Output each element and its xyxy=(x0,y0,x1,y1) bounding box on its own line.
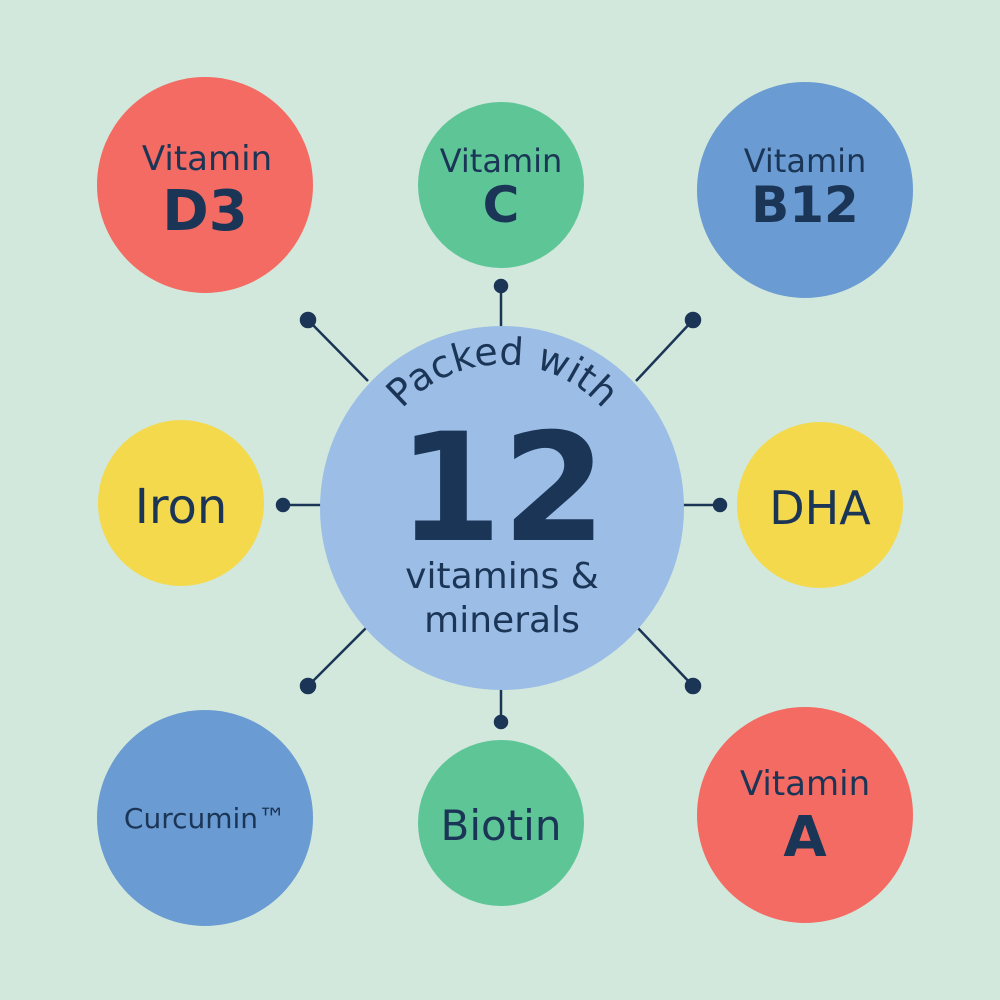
connector-line xyxy=(635,319,694,382)
nutrient-vitamin-d3: Vitamin D3 xyxy=(97,77,313,293)
connector-dot xyxy=(275,497,291,513)
nutrient-circle xyxy=(418,740,584,906)
nutrient-label: Vitamin xyxy=(740,764,870,804)
nutrient-vitamin-c: Vitamin C xyxy=(418,102,584,268)
connector-dot xyxy=(299,311,317,329)
connector-line xyxy=(635,625,694,687)
nutrient-circle xyxy=(418,102,584,268)
nutrient-circle xyxy=(697,707,913,923)
connector-dot xyxy=(299,677,317,695)
nutrient-name: A xyxy=(783,805,827,870)
nutrient-label: Vitamin xyxy=(440,142,563,180)
nutrient-vitamin-a: Vitamin A xyxy=(697,707,913,923)
center-badge: Packed with 12 vitamins & minerals xyxy=(320,326,684,690)
connector-line xyxy=(307,319,369,382)
center-line2: minerals xyxy=(424,600,580,641)
connectors xyxy=(275,278,728,730)
nutrient-curcumin: Curcumin™ xyxy=(97,710,313,926)
nutrient-vitamin-b12: Vitamin B12 xyxy=(697,82,913,298)
connector-dot xyxy=(712,497,728,513)
nutrient-name: C xyxy=(483,176,520,234)
nutrient-circle xyxy=(737,422,903,588)
nutrient-label: Vitamin xyxy=(142,139,272,179)
nutrient-name: Biotin xyxy=(441,801,562,850)
nutrient-circle xyxy=(697,82,913,298)
connector-dot xyxy=(493,278,509,294)
nutrient-biotin: Biotin xyxy=(418,740,584,906)
nutrient-circle xyxy=(98,420,264,586)
connector-dot xyxy=(684,677,702,695)
nutrient-name: B12 xyxy=(751,176,859,234)
center-line1: vitamins & xyxy=(405,556,599,597)
nutrient-circle xyxy=(97,710,313,926)
nutrient-label: Vitamin xyxy=(744,142,867,180)
center-circle xyxy=(320,326,684,690)
nutrient-name: D3 xyxy=(162,179,247,244)
nutrient-dha: DHA xyxy=(737,422,903,588)
connector-line xyxy=(307,625,369,687)
nutrient-circle xyxy=(97,77,313,293)
nutrient-name: Iron xyxy=(135,479,228,535)
center-number: 12 xyxy=(398,402,607,576)
connector-dot xyxy=(684,311,702,329)
connector-dot xyxy=(493,714,509,730)
nutrient-iron: Iron xyxy=(98,420,264,586)
nutrient-name: Curcumin™ xyxy=(124,802,286,835)
nutrient-name: DHA xyxy=(769,481,871,535)
